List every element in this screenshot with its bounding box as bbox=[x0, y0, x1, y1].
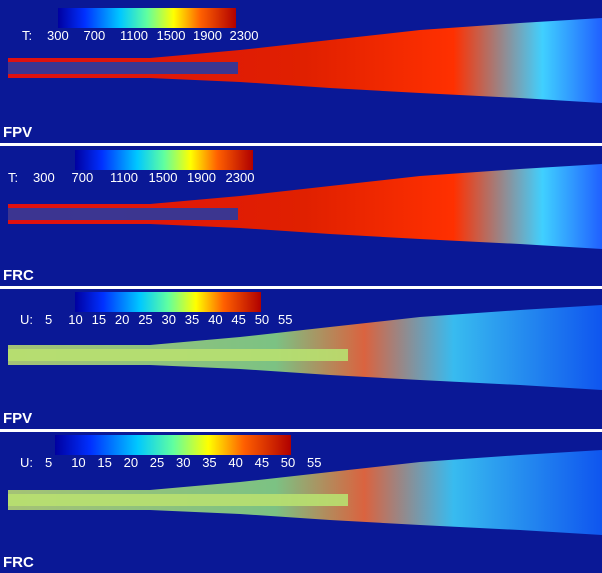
colorbar-tick-label: 15 bbox=[97, 455, 111, 470]
colorbar-tick-label: 25 bbox=[138, 312, 152, 327]
colorbar-tick-label: 1100 bbox=[120, 28, 148, 43]
colorbar-tick-label: 1500 bbox=[149, 170, 178, 185]
panel-divider bbox=[0, 429, 602, 432]
colorbar-tick-label: 5 bbox=[45, 312, 52, 327]
colorbar-tick-label: 15 bbox=[92, 312, 106, 327]
jet-plume bbox=[8, 305, 602, 390]
colorbar-tick-label: 35 bbox=[202, 455, 216, 470]
colorbar-tick-label: 30 bbox=[162, 312, 176, 327]
colorbar-tick-label: 2300 bbox=[226, 170, 255, 185]
jet-core bbox=[8, 494, 348, 506]
jet-plume bbox=[8, 164, 602, 249]
colorbar-variable: T: bbox=[8, 170, 18, 185]
colorbar-tick-label: 300 bbox=[33, 170, 55, 185]
colorbar-tick-label: 35 bbox=[185, 312, 199, 327]
panel-divider bbox=[0, 143, 602, 146]
colorbar-tick-label: 40 bbox=[228, 455, 242, 470]
jet-core bbox=[8, 62, 238, 74]
colorbar-variable: U: bbox=[20, 455, 33, 470]
colorbar-tick-label: 40 bbox=[208, 312, 222, 327]
colorbar-tick-label: 20 bbox=[124, 455, 138, 470]
colorbar-tick-label: 2300 bbox=[230, 28, 259, 43]
colorbar-variable: U: bbox=[20, 312, 33, 327]
jet-plume bbox=[8, 18, 602, 103]
colorbar bbox=[55, 435, 291, 455]
colorbar-tick-label: 300 bbox=[47, 28, 69, 43]
jet-core bbox=[8, 349, 348, 361]
colorbar-tick-label: 45 bbox=[231, 312, 245, 327]
colorbar bbox=[58, 8, 236, 28]
panel-label: FPV bbox=[3, 410, 32, 427]
colorbar-tick-label: 1100 bbox=[110, 170, 138, 185]
colorbar-tick-label: 25 bbox=[150, 455, 164, 470]
colorbar-tick-label: 1900 bbox=[193, 28, 222, 43]
panel-label: FRC bbox=[3, 554, 34, 571]
colorbar-tick-label: 55 bbox=[278, 312, 292, 327]
jet-core bbox=[8, 208, 238, 220]
colorbar-tick-label: 1500 bbox=[157, 28, 186, 43]
panel-label: FRC bbox=[3, 267, 34, 284]
colorbar bbox=[75, 150, 253, 170]
panel-label: FPV bbox=[3, 124, 32, 141]
colorbar-tick-label: 30 bbox=[176, 455, 190, 470]
colorbar bbox=[75, 292, 261, 312]
colorbar-tick-label: 1900 bbox=[187, 170, 216, 185]
colorbar-tick-label: 700 bbox=[84, 28, 106, 43]
colorbar-tick-label: 5 bbox=[45, 455, 52, 470]
colorbar-tick-label: 50 bbox=[255, 312, 269, 327]
colorbar-tick-label: 20 bbox=[115, 312, 129, 327]
colorbar-tick-label: 45 bbox=[255, 455, 269, 470]
colorbar-tick-label: 50 bbox=[281, 455, 295, 470]
panel-divider bbox=[0, 286, 602, 289]
colorbar-tick-label: 10 bbox=[68, 312, 82, 327]
colorbar-variable: T: bbox=[22, 28, 32, 43]
colorbar-tick-label: 700 bbox=[72, 170, 94, 185]
colorbar-tick-label: 55 bbox=[307, 455, 321, 470]
colorbar-tick-label: 10 bbox=[71, 455, 85, 470]
jet-plume bbox=[8, 450, 602, 535]
